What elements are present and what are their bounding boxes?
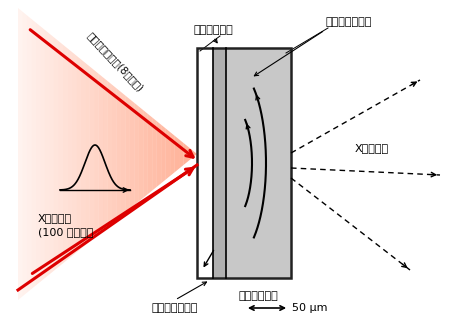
Polygon shape	[99, 74, 103, 234]
Polygon shape	[27, 15, 31, 293]
Polygon shape	[174, 136, 179, 172]
Polygon shape	[161, 125, 166, 183]
Polygon shape	[143, 110, 148, 198]
Polygon shape	[166, 128, 170, 180]
Polygon shape	[23, 12, 27, 296]
Polygon shape	[85, 63, 90, 245]
Text: レーザーパルス(8ナノ秒): レーザーパルス(8ナノ秒)	[85, 30, 145, 94]
Polygon shape	[76, 55, 81, 253]
Text: アルミコート: アルミコート	[193, 25, 233, 35]
Polygon shape	[81, 59, 85, 249]
Polygon shape	[157, 121, 161, 187]
Bar	[213, 48, 226, 278]
Polygon shape	[188, 147, 193, 161]
Polygon shape	[103, 77, 107, 231]
Text: X線回折線: X線回折線	[355, 143, 389, 153]
Text: 50 μm: 50 μm	[292, 303, 328, 313]
Polygon shape	[54, 37, 58, 271]
Polygon shape	[193, 150, 197, 158]
Polygon shape	[135, 103, 139, 205]
Polygon shape	[139, 107, 143, 201]
Polygon shape	[31, 19, 36, 289]
Polygon shape	[125, 96, 130, 213]
Polygon shape	[58, 41, 63, 267]
Polygon shape	[63, 45, 67, 263]
Polygon shape	[121, 92, 125, 216]
Bar	[197, 48, 213, 278]
Polygon shape	[18, 8, 23, 300]
Polygon shape	[45, 30, 49, 278]
Polygon shape	[130, 99, 135, 209]
Polygon shape	[170, 132, 174, 176]
Bar	[197, 48, 291, 278]
Polygon shape	[94, 70, 99, 238]
Polygon shape	[183, 143, 188, 165]
Polygon shape	[116, 88, 121, 220]
Polygon shape	[107, 81, 112, 227]
Text: プラスチック材: プラスチック材	[152, 303, 198, 313]
Polygon shape	[36, 22, 40, 285]
Polygon shape	[67, 48, 72, 260]
Polygon shape	[90, 67, 94, 242]
Polygon shape	[148, 114, 152, 194]
Polygon shape	[152, 117, 157, 190]
Polygon shape	[40, 26, 45, 282]
Polygon shape	[49, 34, 54, 274]
Polygon shape	[179, 140, 183, 169]
Text: X線パルス: X線パルス	[38, 213, 72, 223]
Text: アルミニウム: アルミニウム	[238, 291, 278, 301]
Bar	[226, 48, 291, 278]
Polygon shape	[112, 85, 116, 223]
Text: 伝携する衝撃波: 伝携する衝撃波	[325, 17, 371, 27]
Text: (100 ピコ秒）: (100 ピコ秒）	[38, 227, 93, 237]
Polygon shape	[72, 52, 76, 256]
